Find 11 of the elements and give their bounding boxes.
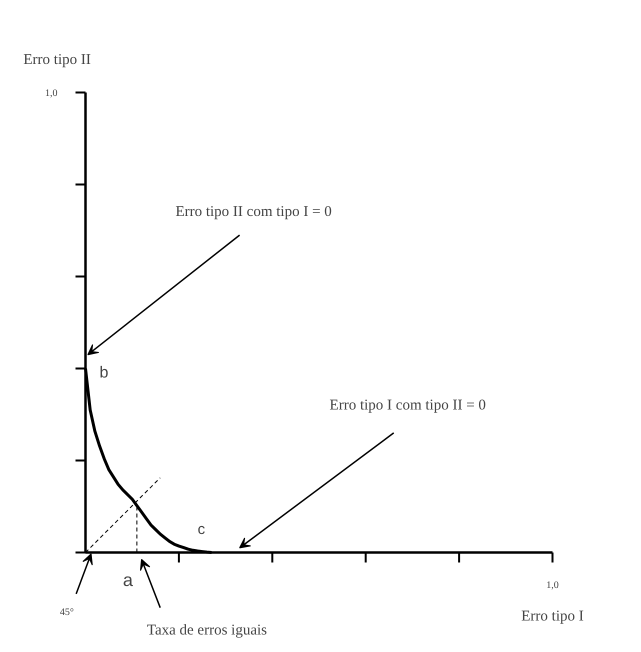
text: a — [122, 570, 134, 590]
annotation: Erro tipo I com tipo II = 0 — [330, 397, 486, 414]
text: Erro tipo II com tipo I = 0 — [175, 204, 332, 220]
text: Taxa de erros iguais — [146, 622, 268, 639]
x-axis-title: Erro tipo I — [521, 608, 584, 624]
text: 45° — [60, 606, 74, 618]
annotation: b — [100, 364, 109, 382]
annotation: c — [198, 521, 206, 538]
text: 1,0 — [44, 88, 58, 99]
text: 1,0 — [546, 580, 559, 592]
text: Erro tipo II — [23, 52, 91, 68]
